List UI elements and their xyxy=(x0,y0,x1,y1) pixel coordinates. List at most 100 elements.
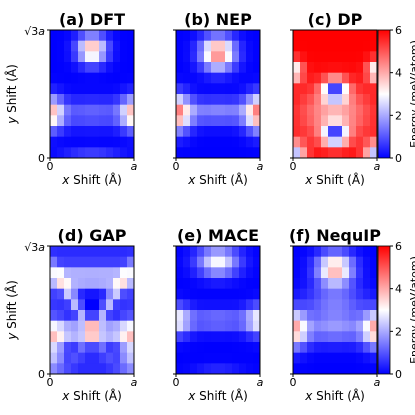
heatmap-cell xyxy=(307,288,315,300)
heatmap-cell xyxy=(106,83,114,95)
heatmap-cell xyxy=(246,62,254,74)
heatmap-cell xyxy=(176,256,184,268)
heatmap-cell xyxy=(225,320,233,332)
heatmap-cell xyxy=(335,136,343,148)
heatmap-cell xyxy=(356,136,364,148)
heatmap-cell xyxy=(363,352,371,364)
heatmap-cell xyxy=(106,30,114,42)
heatmap-cell xyxy=(356,147,364,159)
heatmap-cell xyxy=(239,72,247,84)
heatmap-cell xyxy=(307,104,315,116)
heatmap-cell xyxy=(92,147,100,159)
heatmap-cell xyxy=(349,310,357,322)
heatmap-cell xyxy=(232,320,240,332)
heatmap-cell xyxy=(78,320,86,332)
heatmap-cell xyxy=(300,104,308,116)
heatmap-cell xyxy=(246,352,254,364)
heatmap-cell xyxy=(218,126,226,138)
heatmap-cell xyxy=(71,115,79,127)
heatmap-cell xyxy=(321,256,329,268)
heatmap-cell xyxy=(113,72,121,84)
heatmap-cell xyxy=(232,72,240,84)
heatmap-cell xyxy=(176,288,184,300)
heatmap-cell xyxy=(370,104,378,116)
heatmap-cell xyxy=(50,147,58,159)
heatmap-cell xyxy=(197,278,205,290)
heatmap-cell xyxy=(204,310,212,322)
heatmap-cell xyxy=(57,115,65,127)
heatmap-cell xyxy=(183,320,191,332)
heatmap-cell xyxy=(342,288,350,300)
heatmap-cell xyxy=(321,246,329,258)
heatmap-cell xyxy=(363,94,371,106)
heatmap-cell xyxy=(183,115,191,127)
heatmap-cell xyxy=(71,83,79,95)
heatmap-cell xyxy=(50,72,58,84)
heatmap-cell xyxy=(239,342,247,354)
heatmap-cell xyxy=(197,126,205,138)
heatmap-cell xyxy=(370,310,378,322)
heatmap-cell xyxy=(204,126,212,138)
heatmap-cell xyxy=(246,331,254,343)
heatmap-cell xyxy=(253,94,261,106)
heatmap-cell xyxy=(218,104,226,116)
heatmap-cell xyxy=(92,72,100,84)
heatmap-cell xyxy=(321,342,329,354)
heatmap-cell xyxy=(50,331,58,343)
heatmap-cell xyxy=(349,363,357,375)
heatmap-cell xyxy=(127,126,135,138)
heatmap-cell xyxy=(356,126,364,138)
heatmap-cell xyxy=(78,310,86,322)
heatmap-cell xyxy=(314,72,322,84)
heatmap-cell xyxy=(190,40,198,52)
heatmap-cell xyxy=(99,83,107,95)
heatmap-cell xyxy=(218,363,226,375)
heatmap-cell xyxy=(120,299,128,311)
heatmap-cell xyxy=(342,115,350,127)
heatmap-cell xyxy=(106,267,114,279)
heatmap-cell xyxy=(183,83,191,95)
heatmap-cell xyxy=(307,256,315,268)
heatmap-cell xyxy=(349,72,357,84)
heatmap-cell xyxy=(370,72,378,84)
heatmap-cell xyxy=(113,256,121,268)
heatmap-cell xyxy=(239,363,247,375)
heatmap-cell xyxy=(314,51,322,63)
heatmap-cell xyxy=(363,288,371,300)
heatmap-cell xyxy=(218,288,226,300)
heatmap-cell xyxy=(293,267,301,279)
heatmap-cell xyxy=(113,363,121,375)
heatmap-cell xyxy=(204,72,212,84)
heatmap-cell xyxy=(328,83,336,95)
heatmap-cell xyxy=(190,320,198,332)
heatmap-cell xyxy=(99,267,107,279)
heatmap-cell xyxy=(225,267,233,279)
heatmap-cell xyxy=(232,126,240,138)
heatmap-cell xyxy=(120,104,128,116)
heatmap-cell xyxy=(197,30,205,42)
heatmap-cell xyxy=(239,51,247,63)
heatmap-cell xyxy=(349,126,357,138)
heatmap-cell xyxy=(314,115,322,127)
heatmap-cell xyxy=(120,62,128,74)
heatmap-cell xyxy=(300,310,308,322)
heatmap-cell xyxy=(204,363,212,375)
colorbar-1: 0 2 4 6 Energy (meV/atom) xyxy=(377,24,415,165)
heatmap-cell xyxy=(204,288,212,300)
heatmap-cell xyxy=(218,310,226,322)
heatmap-cell xyxy=(300,30,308,42)
heatmap-cell xyxy=(190,83,198,95)
heatmap-cell xyxy=(342,363,350,375)
heatmap-cell xyxy=(78,278,86,290)
heatmap-cell xyxy=(85,342,93,354)
heatmap-cell xyxy=(190,256,198,268)
heatmap-cell xyxy=(293,62,301,74)
heatmap-cell xyxy=(356,342,364,354)
heatmap-cell xyxy=(127,299,135,311)
heatmap-cell xyxy=(50,104,58,116)
heatmap-cell xyxy=(64,136,72,148)
heatmap-cell xyxy=(127,136,135,148)
heatmap-cell xyxy=(349,331,357,343)
heatmap-cell xyxy=(246,72,254,84)
heatmap-cell xyxy=(293,352,301,364)
